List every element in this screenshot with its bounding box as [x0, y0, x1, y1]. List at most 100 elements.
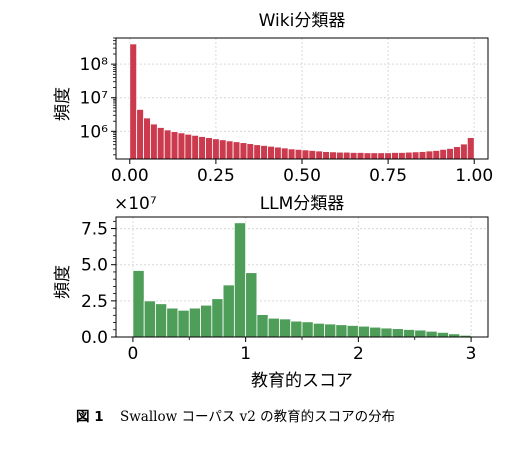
wiki-bar-17 — [246, 143, 255, 160]
wiki-bar-22 — [280, 147, 289, 160]
wiki-bar-15 — [232, 141, 241, 160]
wiki-bar-24 — [294, 148, 303, 160]
llm-xtick-label-2: 2 — [353, 344, 364, 364]
wiki-bar-41 — [411, 151, 420, 160]
llm-bar-11 — [256, 314, 269, 338]
llm-bar-8 — [222, 284, 235, 338]
llm-bar-12 — [267, 317, 280, 338]
wiki-bar-25 — [301, 149, 310, 160]
llm-bar-14 — [290, 320, 303, 338]
llm-chart-y-ticks: 0.0 2.5 5.0 7.5 — [81, 220, 116, 348]
wiki-bar-48 — [460, 143, 468, 160]
llm-bar-27 — [436, 331, 449, 338]
wiki-bar-7 — [177, 132, 186, 160]
wiki-ytick-label-2: 10⁸ — [80, 55, 109, 75]
wiki-bar-36 — [377, 152, 386, 160]
llm-bar-10 — [245, 272, 258, 338]
llm-bar-19 — [346, 325, 359, 338]
wiki-bar-21 — [274, 146, 282, 160]
wiki-classifier-chart: Wiki分類器 頻度 0.00 0.25 0.50 0.75 1.00 10⁶10⁷10… — [53, 11, 493, 186]
caption-label: 図 1 — [76, 409, 104, 425]
llm-bar-1 — [143, 300, 156, 338]
llm-bar-17 — [324, 323, 337, 338]
wiki-bar-45 — [439, 148, 448, 160]
wiki-bar-30 — [336, 151, 344, 160]
wiki-bar-4 — [156, 127, 165, 160]
llm-bar-16 — [312, 322, 325, 338]
llm-chart-title: LLM分類器 — [260, 194, 345, 214]
wiki-chart-ylabel: 頻度 — [53, 87, 73, 121]
llm-bar-0 — [132, 270, 145, 338]
llm-ytick-label-3: 7.5 — [81, 220, 108, 240]
wiki-bar-38 — [391, 152, 399, 160]
wiki-bar-6 — [170, 131, 179, 160]
wiki-ytick-label-0: 10⁶ — [80, 122, 109, 142]
wiki-bar-39 — [398, 152, 406, 160]
llm-bar-25 — [414, 329, 427, 338]
wiki-bar-37 — [384, 152, 392, 160]
wiki-bar-27 — [315, 150, 324, 160]
llm-bar-20 — [357, 325, 371, 338]
wiki-bar-26 — [308, 150, 317, 160]
wiki-bar-8 — [184, 133, 193, 160]
llm-xtick-label-3: 3 — [466, 344, 477, 364]
llm-bar-9 — [233, 222, 247, 338]
llm-ytick-label-0: 0.0 — [81, 328, 108, 348]
wiki-xtick-label-0: 0.00 — [111, 166, 149, 186]
wiki-chart-x-ticks: 0.00 0.25 0.50 0.75 1.00 — [111, 159, 493, 186]
llm-bar-7 — [211, 298, 224, 338]
llm-bar-6 — [200, 304, 213, 338]
wiki-bar-18 — [253, 144, 262, 160]
wiki-xtick-label-4: 1.00 — [455, 166, 493, 186]
wiki-bar-35 — [370, 152, 379, 160]
wiki-bar-29 — [329, 151, 337, 160]
wiki-bar-47 — [453, 146, 461, 160]
wiki-xtick-label-2: 0.50 — [283, 166, 321, 186]
llm-bar-3 — [166, 307, 179, 338]
wiki-bar-9 — [191, 134, 200, 160]
wiki-bar-20 — [267, 145, 275, 160]
llm-xtick-label-1: 1 — [240, 344, 251, 364]
llm-chart-offset-label: ×10⁷ — [114, 194, 157, 214]
wiki-chart-title: Wiki分類器 — [259, 11, 346, 31]
caption-text: Swallow コーパス v2 の教育的スコアの分布 — [120, 409, 395, 425]
wiki-bar-34 — [363, 152, 372, 160]
llm-bar-18 — [335, 324, 348, 338]
llm-bar-26 — [425, 330, 438, 338]
wiki-bar-31 — [342, 151, 351, 160]
wiki-bar-42 — [418, 151, 427, 160]
wiki-chart-bars — [129, 43, 475, 160]
wiki-bar-46 — [446, 148, 454, 160]
wiki-bar-12 — [212, 138, 220, 160]
wiki-bar-28 — [322, 151, 330, 160]
llm-chart-xlabel: 教育的スコア — [251, 371, 353, 391]
figure-caption: 図 1 Swallow コーパス v2 の教育的スコアの分布 — [76, 409, 395, 425]
wiki-bar-5 — [163, 129, 172, 160]
llm-bar-23 — [391, 328, 404, 338]
llm-ytick-label-2: 5.0 — [81, 256, 108, 276]
wiki-bar-14 — [225, 140, 234, 160]
wiki-chart-y-ticks: 10⁶ 10⁷ 10⁸ — [80, 37, 116, 156]
wiki-bar-19 — [260, 145, 268, 160]
llm-chart-ylabel: 頻度 — [53, 265, 73, 299]
llm-bar-15 — [301, 321, 314, 338]
wiki-bar-3 — [150, 123, 158, 160]
llm-bar-22 — [380, 327, 393, 338]
wiki-bar-10 — [198, 136, 206, 160]
llm-classifier-chart: LLM分類器 ×10⁷ 頻度 0 1 2 3 0.0 2.5 5.0 7.5 教育的スコア — [53, 194, 489, 391]
llm-xtick-label-0: 0 — [127, 344, 138, 364]
llm-chart-x-ticks: 0 1 2 3 — [127, 337, 477, 364]
wiki-bar-32 — [349, 152, 358, 160]
wiki-bar-0 — [129, 43, 138, 160]
wiki-bar-16 — [239, 142, 248, 160]
wiki-bar-2 — [143, 117, 151, 160]
wiki-bar-43 — [425, 150, 434, 160]
wiki-bar-1 — [136, 108, 144, 160]
llm-bar-24 — [403, 329, 416, 338]
wiki-xtick-label-3: 0.75 — [369, 166, 407, 186]
wiki-bar-11 — [205, 137, 213, 160]
wiki-bar-40 — [404, 151, 413, 160]
llm-chart-bars — [132, 222, 483, 338]
wiki-bar-13 — [218, 139, 227, 160]
